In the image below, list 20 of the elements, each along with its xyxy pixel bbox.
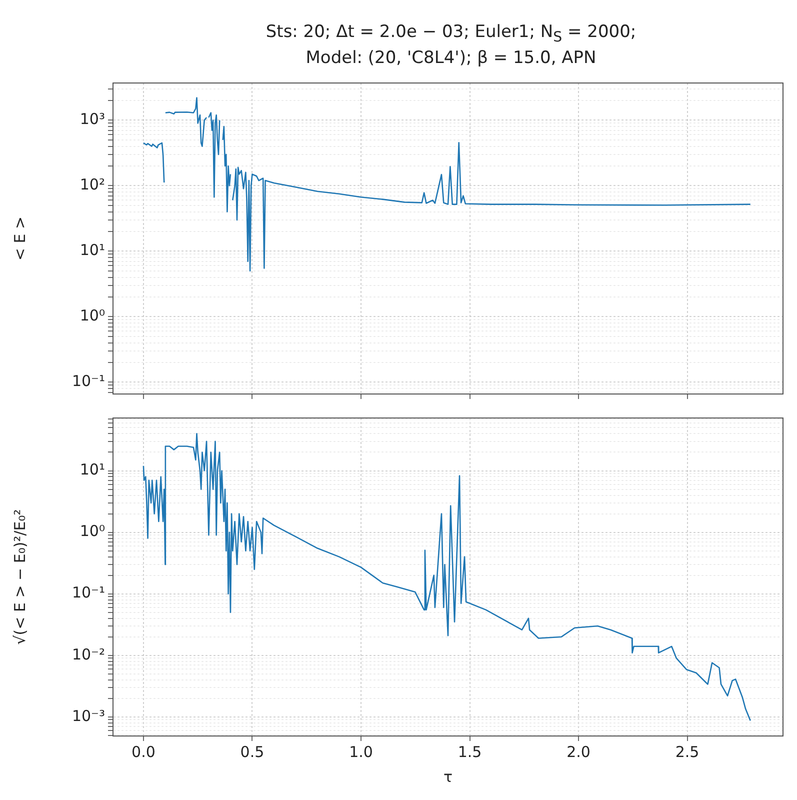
x-tick-label: 1.5 [458,743,482,762]
x-tick-label: 1.0 [349,743,373,762]
y-tick-label: 10⁰ [80,522,105,541]
y-tick-label: 10¹ [80,461,105,480]
x-tick-label: 2.5 [675,743,700,762]
x-tick-label: 0.0 [132,743,156,762]
y-tick-label: 10³ [80,110,105,128]
y-tick-label: 10⁻³ [72,707,105,726]
x-tick-label: 0.5 [240,743,264,762]
y-axis-title: < E > [10,216,29,261]
y-tick-label: 10⁻² [72,646,105,664]
y-tick-label: 10⁻¹ [72,584,105,602]
y-tick-label: 10² [80,176,105,194]
x-axis-title: τ [443,768,453,786]
chart-title: Sts: 20; Δt = 2.0e − 03; Euler1; N$_{S}$ = 2000; Model: (20, 'C8L4'); β = 15.0, APN [264,22,638,70]
x-tick-label: 2.0 [566,743,590,762]
y-tick-label: 10⁻¹ [72,372,105,390]
y-tick-label: 10⁰ [80,306,105,325]
y-axis-title: √(< E > − E₀)²/E₀² [10,510,29,646]
y-tick-label: 10¹ [80,241,105,260]
